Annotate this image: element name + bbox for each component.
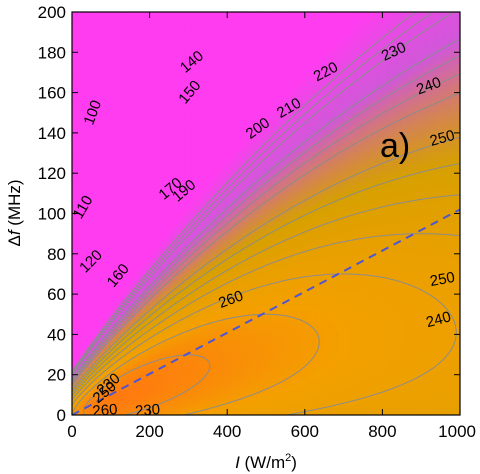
plot-area: 1001401502002102202302402501101201601701… [71,11,461,416]
